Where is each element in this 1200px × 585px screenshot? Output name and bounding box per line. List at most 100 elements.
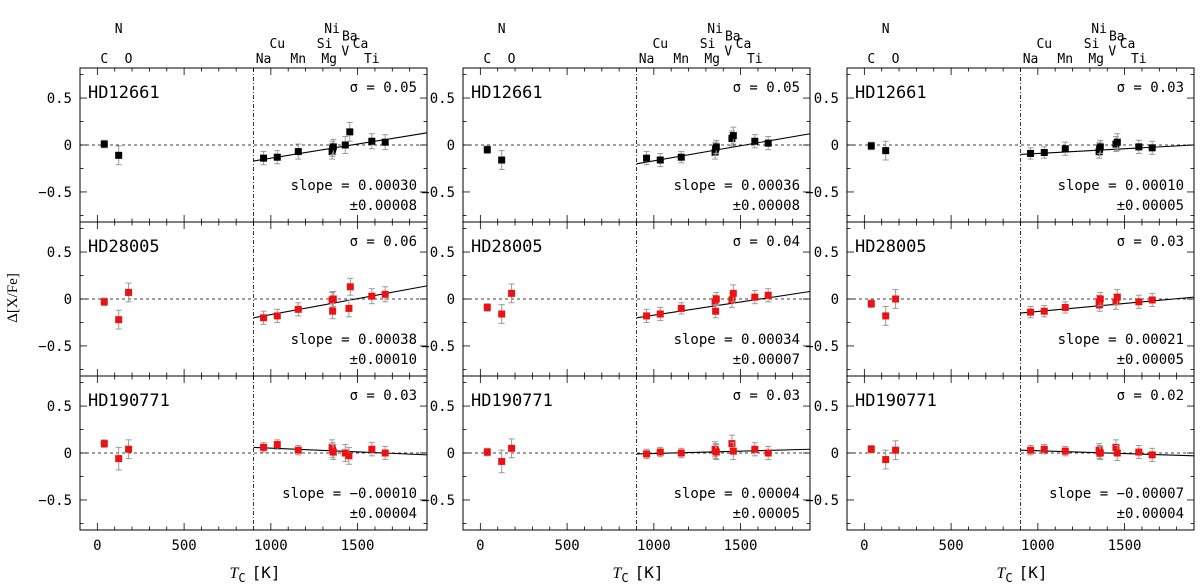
data-point [728, 296, 736, 304]
y-tick-label: 0.5 [47, 399, 72, 415]
sigma-label: σ = 0.06 [350, 234, 417, 250]
slope-error-label: ±0.00010 [350, 352, 417, 368]
fit-line [253, 132, 428, 162]
data-point [882, 456, 890, 464]
y-tick-label: 0 [64, 292, 72, 308]
element-label-mn: Mn [1057, 52, 1073, 67]
x-axis-label: TC [K] [997, 563, 1048, 585]
data-point [882, 147, 890, 155]
panel-grid: −0.5 0 0.5 HD12661 σ = 0.05 slope = 0.00030 ±0… [38, 67, 1195, 531]
data-point [712, 143, 720, 151]
sigma-label: σ = 0.05 [350, 80, 417, 96]
element-label-ni: Ni [707, 22, 723, 37]
element-label-mg: Mg [321, 52, 337, 67]
element-label-ca: Ca [736, 37, 752, 52]
y-tick-label: −0.5 [421, 339, 455, 355]
panel-hd28005-col3: −0.5 0 0.5 HD28005 σ = 0.03 slope = 0.00021 ±0… [805, 221, 1195, 377]
y-tick-label: −0.5 [805, 185, 839, 201]
data-point [368, 445, 376, 453]
element-label-mn: Mn [290, 52, 306, 67]
data-point [115, 455, 123, 463]
data-point [712, 295, 720, 303]
data-point [341, 449, 349, 457]
sigma-label: σ = 0.04 [733, 234, 800, 250]
element-label-ca: Ca [353, 37, 369, 52]
panel-hd190771-col2: −0.5 0 0.5 HD190771 σ = 0.03 slope = 0.00004 ±… [421, 375, 811, 531]
slope-label: slope = −0.00010 [282, 486, 417, 502]
data-point [1096, 301, 1104, 309]
x-axis-unit: [K] [252, 563, 281, 582]
data-point [498, 156, 506, 164]
data-point [273, 312, 281, 320]
slope-label: slope = 0.00010 [1058, 178, 1184, 194]
data-point [1135, 143, 1143, 151]
data-point [1061, 303, 1069, 311]
element-label-na: Na [639, 52, 655, 67]
panel-hd12661-col2: −0.5 0 0.5 HD12661 σ = 0.05 slope = 0.00036 ±0… [421, 67, 811, 223]
y-tick-label: 0.5 [47, 91, 72, 107]
element-label-n: N [115, 22, 123, 37]
data-point [764, 291, 772, 299]
slope-label: slope = −0.00007 [1049, 486, 1184, 502]
data-point [125, 445, 133, 453]
sigma-label: σ = 0.03 [1117, 234, 1184, 250]
data-point [656, 156, 664, 164]
panel-hd28005-col1: −0.5 0 0.5 HD28005 σ = 0.06 slope = 0.00038 ±0… [38, 221, 428, 377]
panel-hd12661-col1: −0.5 0 0.5 HD12661 σ = 0.05 slope = 0.00030 ±0… [38, 67, 428, 223]
x-tick-label: 0 [93, 538, 101, 554]
x-axis-unit: [K] [635, 563, 664, 582]
element-label-v: V [341, 45, 349, 60]
element-label-mg: Mg [704, 52, 720, 67]
data-point [368, 292, 376, 300]
y-tick-label: −0.5 [38, 185, 72, 201]
fit-line [636, 290, 811, 319]
x-tick-label: 1500 [1108, 538, 1142, 554]
y-tick-label: 0 [447, 138, 455, 154]
x-axis-label: TC [K] [230, 563, 281, 585]
element-label-cu: Cu [652, 37, 668, 52]
star-name: HD28005 [855, 237, 927, 257]
data-point [751, 137, 759, 145]
data-point [273, 153, 281, 161]
fit-line [636, 133, 811, 165]
data-point [1061, 447, 1069, 455]
data-point [729, 447, 737, 455]
data-point [294, 305, 302, 313]
data-point [677, 153, 685, 161]
slope-error-label: ±0.00004 [350, 506, 417, 522]
data-point [729, 132, 737, 140]
data-point [1112, 443, 1120, 451]
x-axis-symbol: T [613, 565, 623, 582]
slope-error-label: ±0.00005 [1117, 352, 1184, 368]
element-label-na: Na [1023, 52, 1039, 67]
data-point [712, 448, 720, 456]
y-tick-label: −0.5 [421, 493, 455, 509]
sigma-label: σ = 0.02 [1117, 388, 1184, 404]
data-point [764, 139, 772, 147]
data-point [1148, 296, 1156, 304]
data-point [483, 146, 491, 154]
y-tick-label: 0 [831, 446, 839, 462]
slope-label: slope = 0.00030 [291, 178, 417, 194]
data-point [1040, 149, 1048, 157]
data-point [260, 443, 268, 451]
data-point [1096, 449, 1104, 457]
data-point [1027, 308, 1035, 316]
data-point [1148, 144, 1156, 152]
data-point [1113, 293, 1121, 301]
data-point [329, 143, 337, 151]
data-point [1113, 449, 1121, 457]
fit-line [636, 448, 811, 455]
data-point [260, 154, 268, 162]
x-axis-unit: [K] [1019, 563, 1048, 582]
y-tick-label: −0.5 [805, 339, 839, 355]
data-point [1096, 295, 1104, 303]
x-axis-symbol: T [230, 565, 240, 582]
data-point [498, 310, 506, 318]
data-point [656, 448, 664, 456]
element-label-cu: Cu [1036, 37, 1052, 52]
x-axis-subscript: C [621, 571, 628, 585]
element-label-ba: Ba [342, 30, 358, 45]
